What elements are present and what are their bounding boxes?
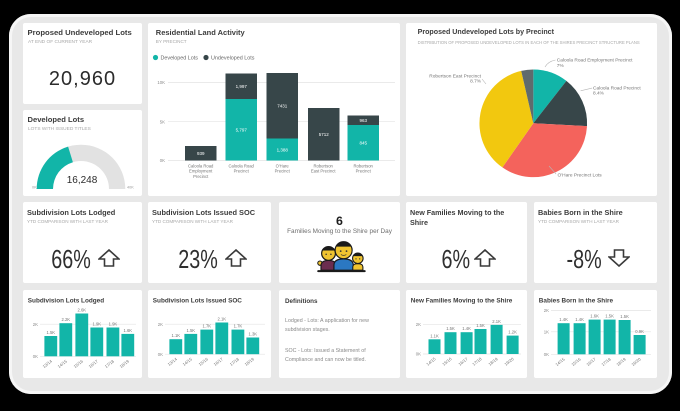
svg-text:16/17: 16/17 [88,358,100,369]
svg-text:0.9K: 0.9K [635,329,644,334]
svg-text:Subdivision Lots Issued SOC: Subdivision Lots Issued SOC [153,298,243,305]
svg-text:Caloola Road Precinct: Caloola Road Precinct [593,86,641,92]
svg-text:1K: 1K [544,329,549,334]
svg-text:1.7K: 1.7K [202,324,211,329]
svg-text:939: 939 [197,151,205,156]
svg-text:16/17: 16/17 [585,356,597,367]
svg-text:O'Hare: O'Hare [276,164,290,169]
svg-text:15/16: 15/16 [73,358,85,369]
svg-text:16,248: 16,248 [67,175,98,186]
svg-text:19/20: 19/20 [503,356,515,367]
svg-text:0K: 0K [416,352,421,357]
svg-text:7%: 7% [557,63,565,69]
svg-text:15/16: 15/16 [441,356,453,367]
svg-text:19/20: 19/20 [630,356,642,367]
svg-text:Caloola Road: Caloola Road [229,164,255,169]
svg-text:2K: 2K [544,308,549,313]
svg-text:1.3K: 1.3K [248,332,257,337]
svg-text:Undeveloped Lots: Undeveloped Lots [211,56,255,62]
svg-text:17/18: 17/18 [600,356,612,367]
svg-text:1.5K: 1.5K [186,328,195,333]
svg-text:1.9K: 1.9K [109,322,118,327]
svg-text:Employment: Employment [189,169,213,174]
svg-text:0K: 0K [160,158,165,163]
svg-text:1.2K: 1.2K [508,330,517,335]
svg-text:963: 963 [359,118,367,123]
svg-text:2.1K: 2.1K [217,317,226,322]
svg-text:1.1K: 1.1K [430,333,439,338]
svg-text:14/15: 14/15 [554,356,566,367]
svg-text:1.4K: 1.4K [559,317,568,322]
svg-text:5712: 5712 [319,132,330,137]
svg-text:5,797: 5,797 [236,128,248,133]
svg-text:2.6K: 2.6K [77,308,86,313]
svg-text:18/19: 18/19 [119,358,131,369]
svg-text:14/15: 14/15 [57,358,69,369]
svg-text:845: 845 [359,141,367,146]
svg-text:13/14: 13/14 [167,356,179,367]
svg-text:15/16: 15/16 [198,356,210,367]
svg-text:7431: 7431 [277,104,288,109]
svg-text:Robertson: Robertson [314,164,334,169]
svg-text:Precinct: Precinct [275,169,291,174]
svg-text:New Families Moving to the Shi: New Families Moving to the Shire [411,298,513,305]
svg-text:0K: 0K [158,352,163,357]
svg-text:East Precinct: East Precinct [311,169,337,174]
svg-text:0K: 0K [33,354,38,359]
svg-text:14/15: 14/15 [425,356,437,367]
svg-text:15/16: 15/16 [570,356,582,367]
svg-text:Robertson: Robertson [354,164,374,169]
svg-text:2K: 2K [33,322,38,327]
svg-text:5K: 5K [160,119,165,124]
svg-text:40K: 40K [127,186,134,190]
svg-text:1.1K: 1.1K [171,333,180,338]
svg-text:18/19: 18/19 [615,356,627,367]
svg-text:1,997: 1,997 [236,84,248,89]
svg-text:1.5K: 1.5K [605,314,614,319]
svg-text:1.5K: 1.5K [46,330,55,335]
svg-text:2K: 2K [158,322,163,327]
svg-text:10K: 10K [157,80,165,85]
svg-text:0K: 0K [32,186,37,190]
svg-text:2.2K: 2.2K [61,317,70,322]
svg-text:1.5K: 1.5K [620,314,629,319]
svg-text:Precinct: Precinct [356,169,372,174]
svg-text:17/18: 17/18 [471,356,483,367]
svg-text:Developed Lots: Developed Lots [161,56,199,62]
svg-text:1.5K: 1.5K [476,323,485,328]
svg-text:Robertson East Precinct: Robertson East Precinct [429,74,481,80]
svg-text:1.4K: 1.4K [575,317,584,322]
svg-text:18/19: 18/19 [244,356,256,367]
svg-text:Precinct: Precinct [234,169,250,174]
svg-text:1,388: 1,388 [277,147,289,152]
svg-text:1.4K: 1.4K [462,326,471,331]
svg-text:Caloola Road Employment Precin: Caloola Road Employment Precinct [557,58,633,64]
svg-text:0K: 0K [544,352,549,357]
svg-text:17/18: 17/18 [104,358,116,369]
svg-text:O'Hare Precinct Lots: O'Hare Precinct Lots [558,173,603,179]
svg-text:2K: 2K [416,322,421,327]
svg-text:1.9K: 1.9K [92,322,101,327]
svg-text:Caloola Road: Caloola Road [188,164,214,169]
svg-text:17/18: 17/18 [229,356,241,367]
svg-text:13/14: 13/14 [42,358,54,369]
svg-text:16/17: 16/17 [457,356,469,367]
svg-text:1.6K: 1.6K [590,314,599,319]
svg-text:2.1K: 2.1K [492,319,501,324]
svg-text:8.4%: 8.4% [593,91,605,97]
svg-text:Subdivision Lots Lodged: Subdivision Lots Lodged [28,298,104,305]
svg-text:1.5K: 1.5K [446,326,455,331]
svg-text:18/19: 18/19 [487,356,499,367]
svg-text:1.7K: 1.7K [234,324,243,329]
svg-text:1.6K: 1.6K [123,328,132,333]
svg-text:16/17: 16/17 [213,356,225,367]
svg-text:Babies Born in the Shire: Babies Born in the Shire [539,298,614,305]
svg-text:8.7%: 8.7% [470,79,482,85]
svg-text:Precinct: Precinct [193,174,209,179]
svg-text:14/15: 14/15 [182,356,194,367]
